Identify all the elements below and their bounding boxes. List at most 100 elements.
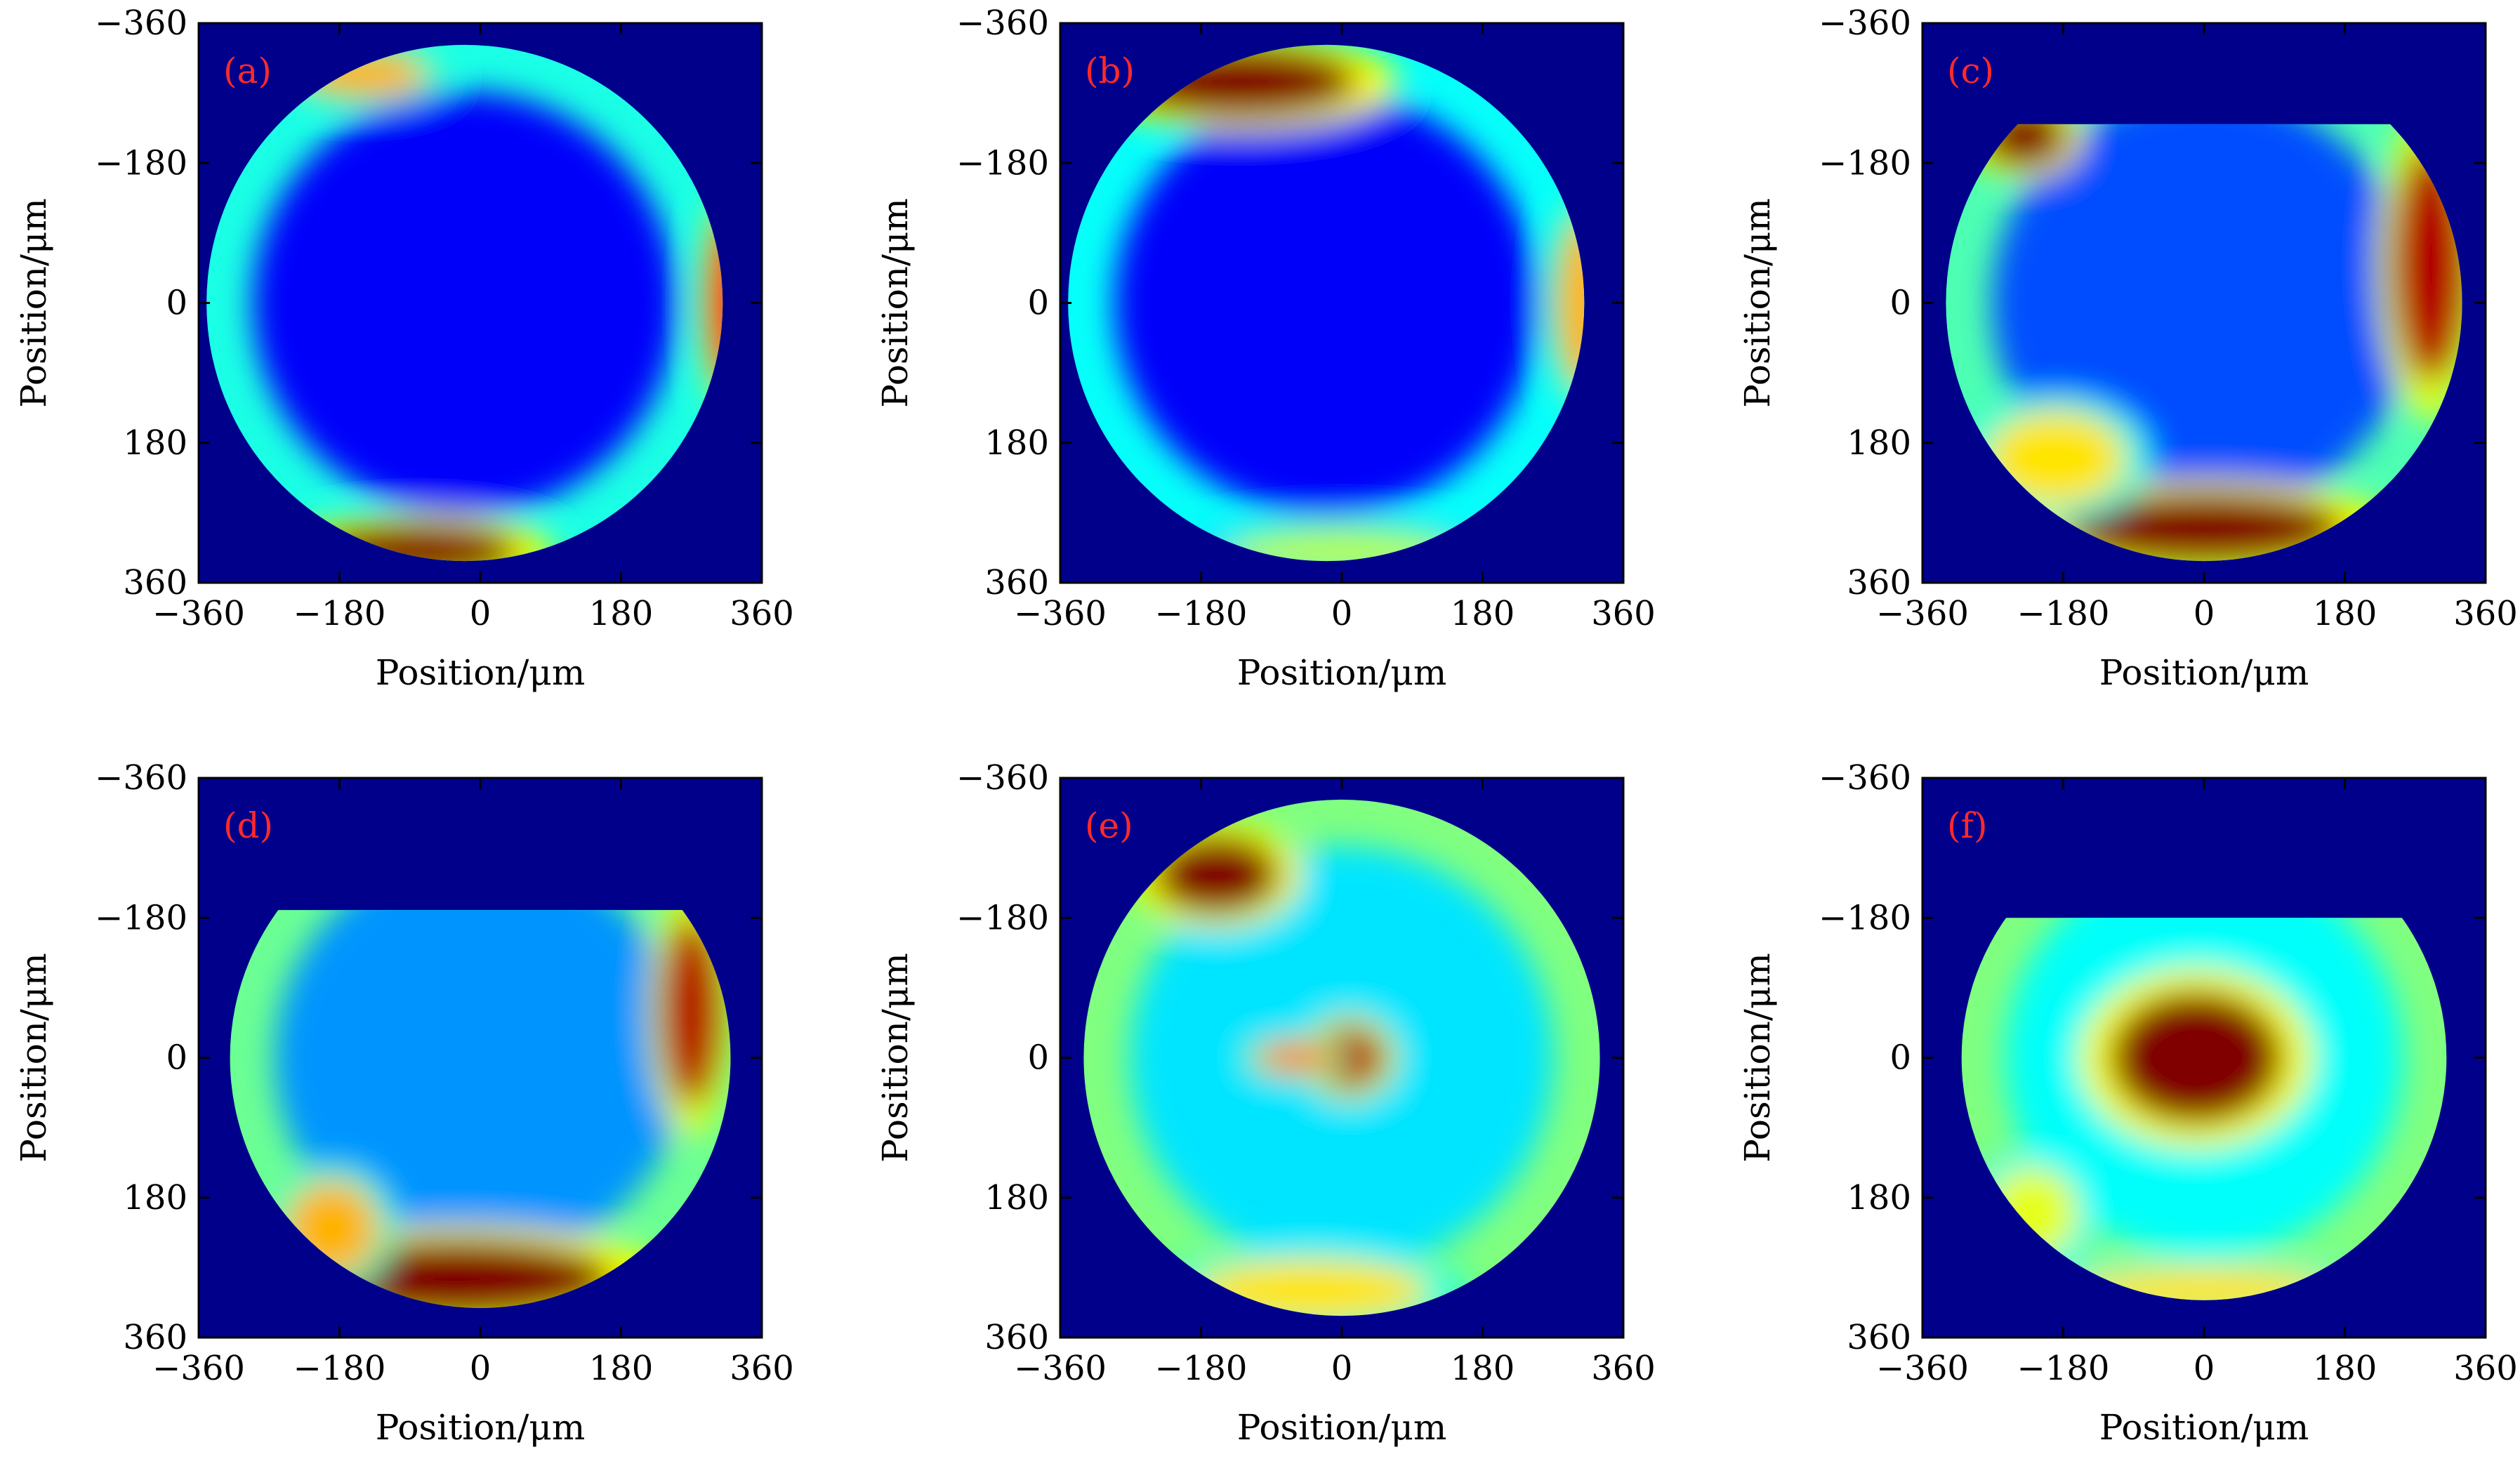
y-tick-label: 180 xyxy=(984,1178,1049,1217)
x-tick-label: 180 xyxy=(2313,594,2377,633)
x-tick-label: 180 xyxy=(1451,1349,1515,1388)
x-tick-label: −180 xyxy=(293,594,386,633)
x-tick-label: 360 xyxy=(2453,594,2518,633)
y-tick-label: 0 xyxy=(166,284,187,323)
y-tick-label: −180 xyxy=(95,143,187,183)
x-tick-label: 0 xyxy=(470,1349,492,1388)
x-tick-label: 180 xyxy=(589,1349,654,1388)
y-axis-label: Position/μm xyxy=(13,953,54,1163)
x-tick-label: 180 xyxy=(1451,594,1515,633)
x-tick-label: 360 xyxy=(1591,594,1656,633)
x-tick-label: 360 xyxy=(730,1349,794,1388)
x-tick-label: 180 xyxy=(589,594,654,633)
x-tick-label: −360 xyxy=(152,594,245,633)
x-axis-label: Position/μm xyxy=(1237,652,1447,693)
hotspot xyxy=(1985,411,2126,506)
x-tick-label: 360 xyxy=(2453,1349,2518,1388)
y-tick-label: 360 xyxy=(1847,1318,1911,1357)
x-axis-label: Position/μm xyxy=(376,1407,586,1448)
hotspot xyxy=(1557,216,1585,390)
x-axis-label: Position/μm xyxy=(1237,1407,1447,1448)
panel-label: (e) xyxy=(1085,805,1133,846)
x-tick-label: 180 xyxy=(2313,1349,2377,1388)
panel-label: (a) xyxy=(223,51,272,91)
y-tick-label: 180 xyxy=(123,423,187,463)
hotspot xyxy=(2063,493,2345,562)
hotspot xyxy=(1314,1026,1385,1090)
y-axis-label: Position/μm xyxy=(1737,953,1778,1163)
y-tick-label: 180 xyxy=(984,423,1049,463)
x-tick-label: −360 xyxy=(1014,1349,1107,1388)
y-tick-label: 0 xyxy=(1889,1038,1911,1078)
panel-label: (d) xyxy=(223,805,273,846)
x-tick-label: 0 xyxy=(1331,594,1353,633)
hotspot xyxy=(1255,1042,1334,1074)
x-tick-label: −180 xyxy=(2017,1349,2110,1388)
hotspot xyxy=(2110,991,2283,1125)
x-axis-label: Position/μm xyxy=(376,652,586,693)
y-axis-label: Position/μm xyxy=(875,953,916,1163)
y-tick-label: −360 xyxy=(95,4,187,43)
x-tick-label: 0 xyxy=(470,594,492,633)
y-tick-label: 360 xyxy=(1847,563,1911,602)
hotspot xyxy=(1154,836,1279,915)
x-tick-label: −180 xyxy=(1155,594,1248,633)
hotspot xyxy=(2071,1267,2337,1300)
x-tick-label: −360 xyxy=(1876,594,1969,633)
y-tick-label: −180 xyxy=(956,143,1049,183)
hotspot xyxy=(316,524,520,562)
y-tick-label: −360 xyxy=(1819,4,1911,43)
y-tick-label: 360 xyxy=(984,1318,1049,1357)
hotspot xyxy=(707,216,723,390)
y-tick-label: 180 xyxy=(1847,423,1911,463)
y-tick-label: −360 xyxy=(956,758,1049,798)
panel-label: (b) xyxy=(1085,51,1135,91)
y-tick-label: −360 xyxy=(95,758,187,798)
x-axis-label: Position/μm xyxy=(2099,652,2309,693)
x-tick-label: −360 xyxy=(1014,594,1107,633)
y-tick-label: 360 xyxy=(123,1318,187,1357)
x-axis-label: Position/μm xyxy=(2099,1407,2309,1448)
panel-label: (c) xyxy=(1947,51,1994,91)
panel-a: −360 −180 0 180 360−360−1800180360Position/μ… xyxy=(13,4,794,693)
hotspot xyxy=(1224,528,1460,562)
panel-e: −360 −180 0 180 360−360−1800180360Position/μ… xyxy=(875,758,1656,1448)
y-tick-label: 0 xyxy=(166,1038,187,1078)
panel-label: (f) xyxy=(1947,805,1988,846)
spot-interior xyxy=(1114,91,1538,515)
y-tick-label: −180 xyxy=(1819,143,1911,183)
y-tick-label: 0 xyxy=(1027,284,1049,323)
hotspot xyxy=(1981,124,2068,168)
hotspot xyxy=(660,917,723,1105)
panel-d: −360 −180 0 180 360−360−1800180360Position/μ… xyxy=(13,758,794,1448)
x-tick-label: −360 xyxy=(152,1349,245,1388)
x-tick-label: −180 xyxy=(293,1349,386,1388)
x-tick-label: 0 xyxy=(2194,1349,2215,1388)
x-tick-label: 360 xyxy=(1591,1349,1656,1388)
y-tick-label: −180 xyxy=(1819,898,1911,937)
x-tick-label: 360 xyxy=(730,594,794,633)
y-tick-label: 180 xyxy=(1847,1178,1911,1217)
x-tick-label: −180 xyxy=(2017,594,2110,633)
y-axis-label: Position/μm xyxy=(875,198,916,408)
y-tick-label: −180 xyxy=(95,898,187,937)
x-tick-label: 0 xyxy=(1331,1349,1353,1388)
x-tick-label: −180 xyxy=(1155,1349,1248,1388)
y-axis-label: Position/μm xyxy=(1737,198,1778,408)
y-tick-label: 360 xyxy=(123,563,187,602)
y-tick-label: −360 xyxy=(956,4,1049,43)
y-tick-label: 0 xyxy=(1889,284,1911,323)
panel-f: −360 −180 0 180 360−360−1800180360Position/μ… xyxy=(1737,758,2518,1448)
panel-c: −360 −180 0 180 360−360−1800180360Position/μ… xyxy=(1737,4,2518,693)
y-tick-label: −180 xyxy=(956,898,1049,937)
y-tick-label: 0 xyxy=(1027,1038,1049,1078)
y-axis-label: Position/μm xyxy=(13,198,54,408)
x-tick-label: −360 xyxy=(1876,1349,1969,1388)
y-tick-label: 360 xyxy=(984,563,1049,602)
y-tick-label: 180 xyxy=(123,1178,187,1217)
y-tick-label: −360 xyxy=(1819,758,1911,798)
spot-interior xyxy=(253,91,677,515)
spot-interior xyxy=(275,910,686,1263)
x-tick-label: 0 xyxy=(2194,594,2215,633)
